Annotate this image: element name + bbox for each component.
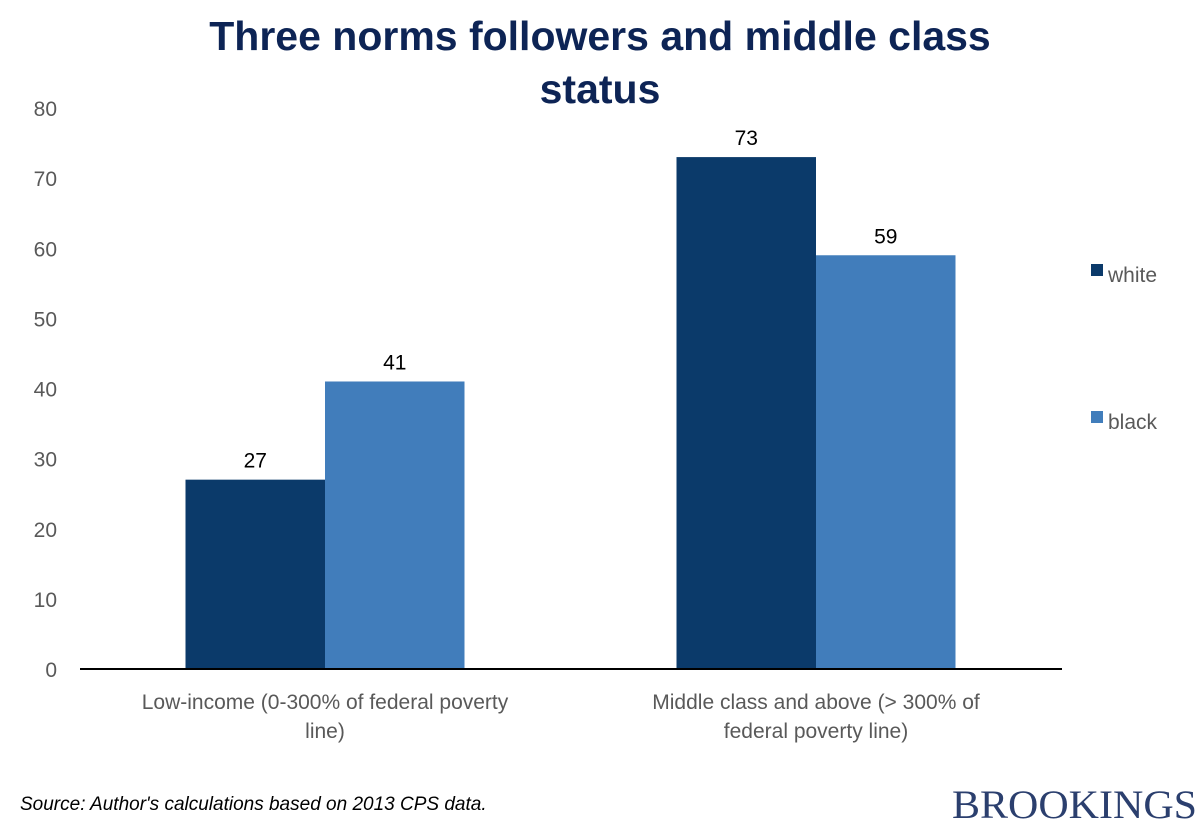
y-tick-label: 40: [34, 379, 57, 402]
y-tick-label: 50: [34, 308, 57, 331]
bar-black: [325, 381, 465, 669]
chart-title-line-1: Three norms followers and middle class: [209, 13, 991, 59]
y-tick-label: 10: [34, 589, 57, 612]
bar-white: [185, 479, 325, 669]
data-label: 73: [735, 127, 758, 150]
y-tick-label: 60: [34, 238, 57, 261]
data-label: 41: [383, 351, 406, 374]
chart-title-line-2: status: [540, 66, 661, 112]
bar-black: [816, 255, 956, 669]
data-label: 59: [874, 225, 897, 248]
x-category-label: line): [305, 720, 345, 743]
legend-swatch-black: [1091, 411, 1103, 423]
bar-white: [676, 157, 816, 669]
y-tick-label: 0: [45, 659, 57, 682]
legend-label-white: white: [1107, 264, 1157, 287]
y-tick-label: 30: [34, 449, 57, 472]
data-label: 27: [244, 450, 267, 473]
y-tick-label: 80: [34, 98, 57, 121]
x-category-label: Low-income (0-300% of federal poverty: [142, 691, 509, 714]
brookings-logo: BROOKINGS: [952, 782, 1197, 827]
legend-label-black: black: [1108, 411, 1158, 434]
x-category-label: Middle class and above (> 300% of: [652, 691, 980, 714]
x-category-label: federal poverty line): [724, 720, 908, 743]
y-tick-label: 70: [34, 168, 57, 191]
legend-swatch-white: [1091, 264, 1103, 276]
source-note: Source: Author's calculations based on 2…: [20, 794, 487, 815]
y-tick-label: 20: [34, 519, 57, 542]
